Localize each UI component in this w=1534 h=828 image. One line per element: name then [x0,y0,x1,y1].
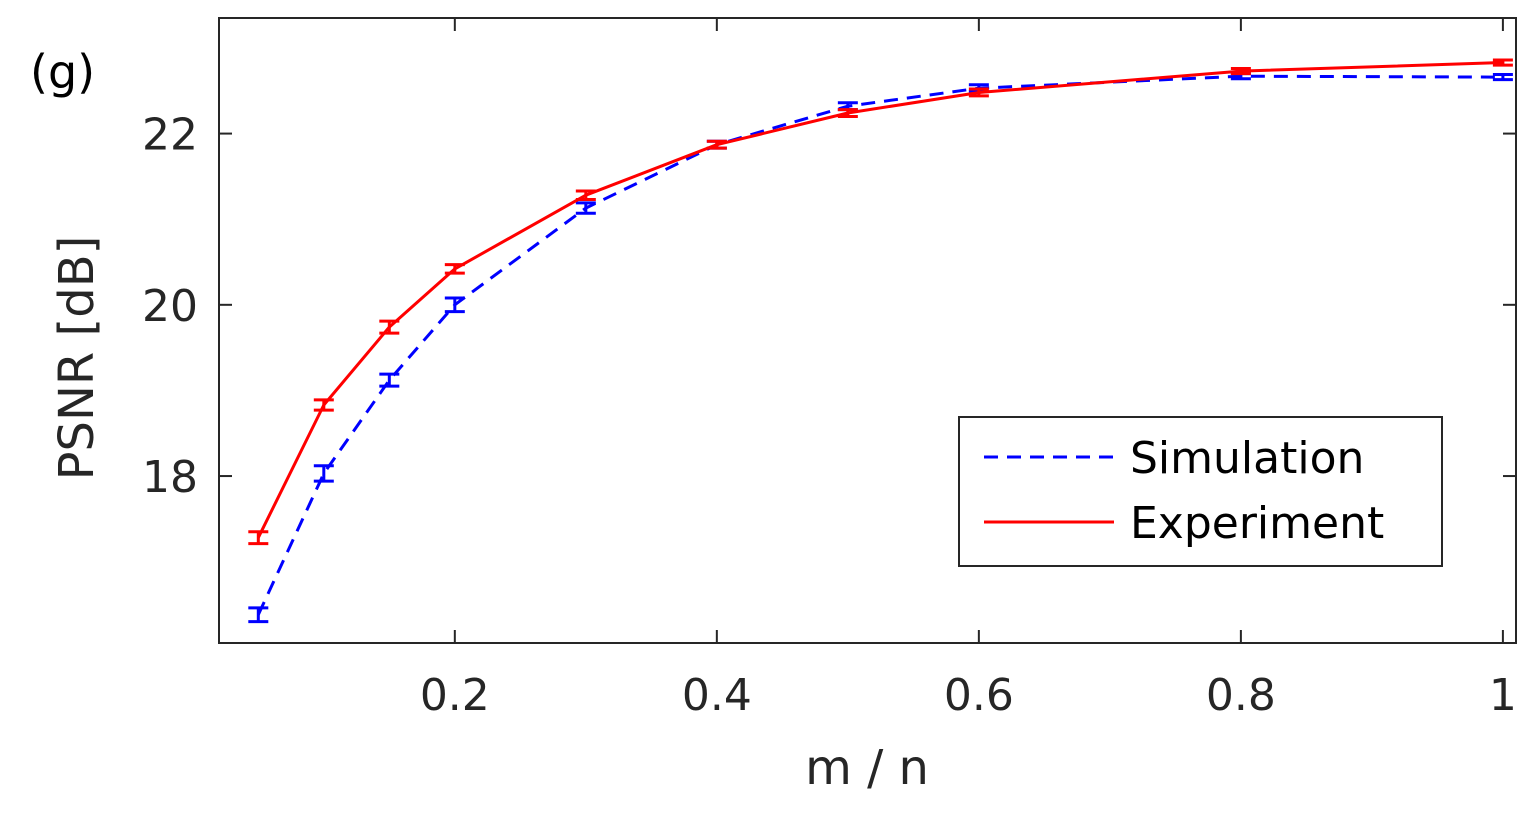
series-line-simulation [256,74,1503,616]
legend-label-simulation: Simulation [1130,433,1364,484]
legend-label-experiment: Experiment [1130,498,1384,549]
y-axis-title: PSNR [dB] [49,236,105,481]
error-bar-simulation [379,372,400,388]
error-bar-experiment [1492,58,1513,67]
error-bar-experiment [968,87,989,98]
legend-box [958,416,1443,567]
axis-ticks: 0.2 0.4 0.6 0.8 1 18 20 22 [142,18,1517,721]
panel-label: (g) [30,45,95,99]
error-bar-experiment [444,263,465,275]
x-tick-label: 0.6 [944,670,1014,721]
x-tick-label: 1 [1489,670,1517,721]
error-bar-simulation [313,464,334,483]
error-bar-simulation [248,606,269,624]
y-tick-label: 22 [142,110,198,161]
error-bar-simulation [444,296,465,314]
series-layer [248,58,1513,624]
x-axis-title: m / n [805,740,929,796]
error-bar-experiment [837,108,858,118]
error-bar-experiment [248,530,269,546]
error-bar-experiment [575,189,596,202]
y-tick-label: 18 [142,452,198,503]
error-bar-experiment [706,139,727,150]
error-bar-experiment [1230,67,1251,76]
error-bar-simulation [1492,73,1513,82]
error-bar-experiment [313,398,334,412]
x-tick-label: 0.8 [1206,670,1276,721]
error-bar-simulation [575,201,596,215]
x-tick-label: 0.2 [420,670,490,721]
series-line-experiment [256,61,1503,539]
series-experiment [248,58,1513,546]
y-tick-label: 20 [142,281,198,332]
legend: Simulation Experiment [958,416,1443,567]
error-bar-experiment [379,319,400,335]
x-tick-label: 0.4 [682,670,752,721]
